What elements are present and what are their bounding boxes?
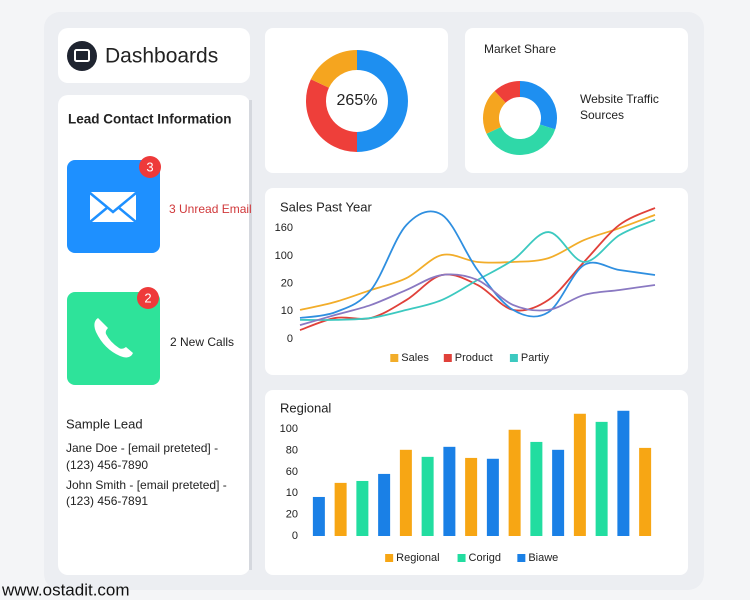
y-tick-label: 160 xyxy=(275,222,293,234)
bar xyxy=(312,496,325,536)
calls-tile[interactable] xyxy=(67,292,160,385)
y-tick-label: 100 xyxy=(280,423,298,435)
bar xyxy=(334,482,347,536)
market-side-label: Website Traffic xyxy=(580,92,659,106)
donut-segment xyxy=(494,81,521,104)
legend-label: Sales xyxy=(401,352,429,364)
market-title: Market Share xyxy=(484,42,556,56)
line-series xyxy=(299,214,656,311)
donut-segment xyxy=(486,123,556,155)
donut-segment xyxy=(306,79,358,152)
line-series xyxy=(299,210,656,319)
bar xyxy=(508,429,521,536)
y-tick-label: 100 xyxy=(275,250,293,262)
email-label: 3 Unread Email xyxy=(169,202,252,216)
legend-swatch xyxy=(385,554,394,562)
lead-line: John Smith - [email preteted] - xyxy=(66,478,227,492)
donut-segment xyxy=(356,50,408,152)
legend-label: Partiy xyxy=(521,352,550,364)
header-card xyxy=(58,28,250,83)
bar xyxy=(486,458,499,536)
legend-swatch xyxy=(509,354,518,362)
bar xyxy=(530,441,543,536)
phone-icon xyxy=(94,318,133,358)
bar xyxy=(617,410,630,536)
legend-label: Corigd xyxy=(469,552,501,564)
email-badge xyxy=(139,156,161,178)
donut-card xyxy=(265,28,448,173)
market-side-label: Sources xyxy=(580,108,624,122)
legend-swatch xyxy=(457,554,466,562)
lead-title: Sample Lead xyxy=(66,416,143,431)
bar xyxy=(552,449,565,536)
donut-segment xyxy=(519,81,557,130)
donut-center-label: 265% xyxy=(337,92,378,109)
calls-label: 2 New Calls xyxy=(170,335,234,349)
watermark: www.ostadit.com xyxy=(1,580,130,599)
bar-title: Regional xyxy=(280,400,331,415)
y-tick-label: 10 xyxy=(281,305,293,317)
bar xyxy=(356,480,369,536)
scrollbar xyxy=(249,100,252,570)
lead-line: (123) 456-7890 xyxy=(66,458,148,472)
bar xyxy=(465,457,478,536)
email-badge-count: 3 xyxy=(146,159,153,174)
sidebar-title: Lead Contact Information xyxy=(68,112,232,127)
bar xyxy=(421,456,434,536)
legend-label: Regional xyxy=(396,552,439,564)
y-tick-label: 80 xyxy=(286,445,298,457)
y-tick-label: 0 xyxy=(287,333,293,345)
envelope xyxy=(90,192,136,222)
bar xyxy=(573,413,586,536)
bar xyxy=(443,446,456,536)
legend-swatch xyxy=(443,354,452,362)
market-card xyxy=(465,28,688,173)
y-tick-label: 10 xyxy=(286,487,298,499)
logo-icon xyxy=(74,49,90,62)
bar xyxy=(639,447,652,536)
header-title: Dashboards xyxy=(105,45,218,68)
line-series xyxy=(299,273,656,327)
calls-badge xyxy=(137,287,159,309)
legend-label: Biawe xyxy=(528,552,558,564)
legend-swatch xyxy=(517,554,526,562)
lead-line: Jane Doe - [email preteted] - xyxy=(66,441,218,455)
bar xyxy=(378,473,391,536)
y-tick-label: 20 xyxy=(286,509,298,521)
calls-badge-count: 2 xyxy=(144,290,151,305)
legend-label: Product xyxy=(455,352,493,364)
y-tick-label: 60 xyxy=(286,466,298,478)
line-title: Sales Past Year xyxy=(280,199,372,214)
logo xyxy=(67,41,97,71)
legend-swatch xyxy=(390,354,399,362)
y-tick-label: 20 xyxy=(281,277,293,289)
envelope-flap xyxy=(89,192,137,223)
bar xyxy=(595,421,608,536)
bar xyxy=(399,449,412,536)
donut-segment xyxy=(483,91,506,134)
donut-segment xyxy=(310,50,358,89)
lead-line: (123) 456-7891 xyxy=(66,494,148,508)
y-tick-label: 0 xyxy=(292,530,298,542)
